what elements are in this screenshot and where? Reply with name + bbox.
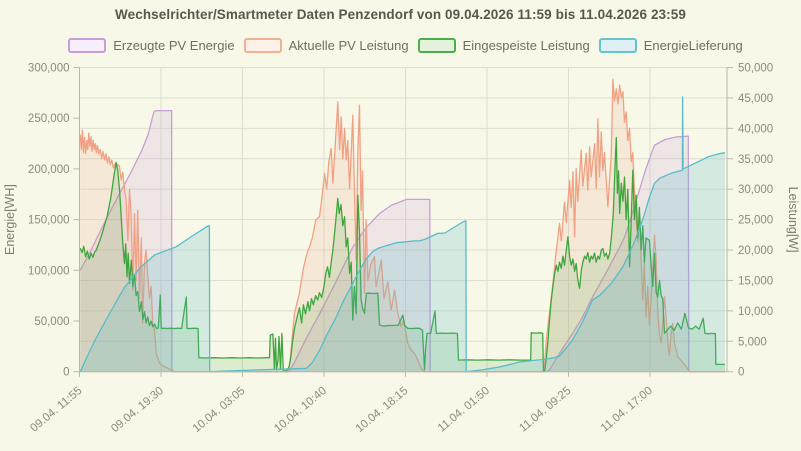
x-tick-label: 11.04. 01:50 bbox=[436, 385, 492, 435]
legend-label: Aktuelle PV Leistung bbox=[288, 38, 409, 53]
y-right-tick-label: 0 bbox=[738, 367, 744, 379]
y-right-tick-label: 10,000 bbox=[738, 306, 773, 318]
x-tick-label: 09.04. 11:55 bbox=[28, 385, 84, 435]
series bbox=[79, 78, 726, 373]
y-left-tick-label: 50,000 bbox=[34, 316, 69, 328]
legend-item-eingespeiste-leistung[interactable]: Eingespeiste Leistung bbox=[417, 38, 590, 53]
legend-item-aktuelle-pv-leistung[interactable]: Aktuelle PV Leistung bbox=[243, 38, 409, 53]
y-right-tick-label: 30,000 bbox=[738, 184, 773, 196]
y-right-tick-label: 35,000 bbox=[738, 154, 773, 166]
y-left-tick-label: 100,000 bbox=[28, 265, 70, 277]
legend-swatch-aktuelle-pv-leistung bbox=[243, 38, 282, 53]
y-right-tick-label: 25,000 bbox=[738, 215, 773, 227]
y-left-axis-title: Energie[WH] bbox=[3, 184, 17, 255]
legend-label: Eingespeiste Leistung bbox=[462, 38, 590, 53]
legend-item-erzeugte-pv-energie[interactable]: Erzeugte PV Energie bbox=[68, 38, 235, 53]
y-left-tick-label: 200,000 bbox=[28, 164, 70, 176]
x-tick-label: 09.04. 19:30 bbox=[109, 385, 166, 435]
series-fill-eingespeiste-leistung bbox=[80, 137, 725, 372]
x-tick-label: 10.04. 18:15 bbox=[354, 385, 411, 435]
series-line-eingespeiste-leistung bbox=[79, 136, 725, 373]
legend-swatch-eingespeiste-leistung bbox=[417, 38, 456, 53]
legend-swatch-erzeugte-pv-energie bbox=[68, 38, 107, 53]
y-right-tick-label: 15,000 bbox=[738, 275, 773, 287]
y-right-tick-label: 5,000 bbox=[738, 336, 767, 348]
legend-label: Erzeugte PV Energie bbox=[113, 38, 235, 53]
legend-label: EnergieLieferung bbox=[643, 38, 743, 53]
legend: Erzeugte PV Energie Aktuelle PV Leistung… bbox=[10, 38, 801, 53]
x-tick-label: 11.04. 09:25 bbox=[517, 385, 573, 435]
series-line-aktuelle-pv-leistung bbox=[79, 78, 725, 373]
series-fill-erzeugte-pv-energie bbox=[80, 110, 725, 372]
y-left-tick-label: 150,000 bbox=[28, 215, 70, 227]
y-right-tick-label: 40,000 bbox=[738, 123, 773, 135]
y-axis-left: 0 50,000 100,000 150,000 200,000 250,000 300,0… bbox=[28, 63, 80, 379]
y-right-axis-title: Leistung[W] bbox=[786, 187, 800, 253]
y-right-tick-label: 20,000 bbox=[738, 245, 773, 257]
x-tick-label: 10.04. 10:40 bbox=[272, 385, 329, 435]
series-fill-aktuelle-pv-leistung bbox=[80, 79, 725, 372]
legend-item-energielieferung[interactable]: EnergieLieferung bbox=[598, 38, 743, 53]
y-left-tick-label: 250,000 bbox=[28, 113, 70, 125]
y-axis-right: 0 5,000 10,000 15,000 20,000 25,000 30,000 35,0… bbox=[727, 63, 773, 379]
y-right-tick-label: 50,000 bbox=[738, 63, 773, 75]
series-line-energielieferung bbox=[79, 96, 726, 373]
y-right-tick-label: 45,000 bbox=[738, 93, 773, 105]
x-tick-label: 10.04. 03:05 bbox=[191, 385, 248, 435]
legend-swatch-energielieferung bbox=[598, 38, 637, 53]
x-tick-label: 11.04. 17:00 bbox=[599, 385, 655, 435]
chart-title: Wechselrichter/Smartmeter Daten Penzendo… bbox=[115, 7, 686, 22]
y-left-tick-label: 300,000 bbox=[28, 63, 70, 75]
y-left-tick-label: 0 bbox=[63, 367, 69, 379]
x-axis: 09.04. 11:55 09.04. 19:30 10.04. 03:05 10.0… bbox=[28, 371, 655, 435]
